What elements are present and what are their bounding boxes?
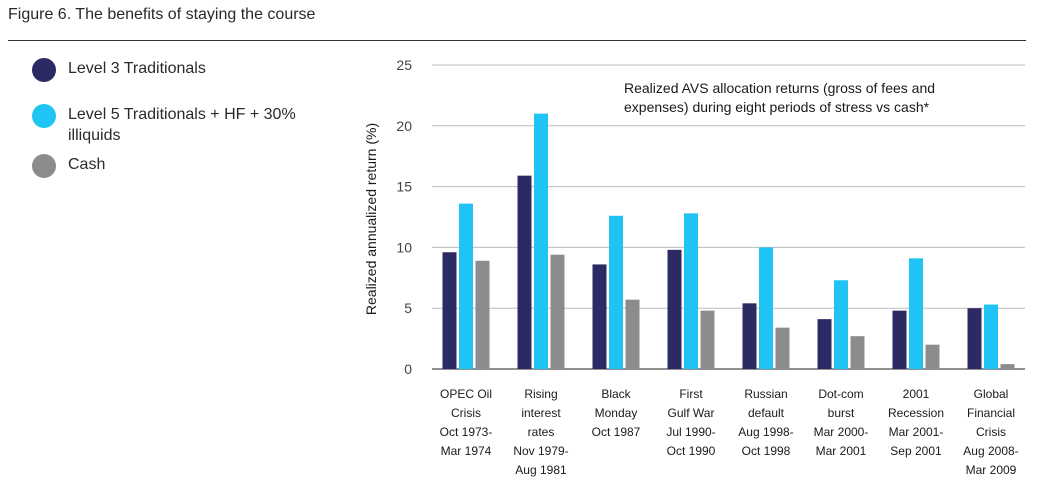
- y-tick-label: 20: [396, 118, 412, 134]
- bar: [475, 260, 490, 369]
- x-category-label: Aug 1981: [515, 463, 567, 477]
- bar: [700, 310, 715, 369]
- bar: [684, 213, 698, 369]
- x-category-label: First: [679, 387, 703, 401]
- x-category-label: Global: [974, 387, 1009, 401]
- bar: [925, 344, 940, 369]
- x-category-label: Financial: [967, 406, 1015, 420]
- bar: [442, 252, 457, 369]
- bar: [775, 327, 790, 369]
- bar: [625, 299, 640, 369]
- x-category-label: rates: [528, 425, 555, 439]
- bar: [892, 310, 907, 369]
- x-category-label: Aug 2008-: [963, 444, 1018, 458]
- x-category-label: default: [748, 406, 785, 420]
- y-axis-label: Realized annualized return (%): [363, 123, 379, 315]
- y-tick-label: 5: [404, 300, 412, 316]
- figure-title: Figure 6. The benefits of staying the co…: [8, 6, 316, 23]
- x-category-label: Nov 1979-: [513, 444, 568, 458]
- legend-label: Level 5 Traditionals + HF + 30% illiquids: [68, 106, 296, 144]
- legend-item: Level 3 Traditionals: [32, 58, 328, 82]
- x-category-label: OPEC Oil: [440, 387, 492, 401]
- legend-item: Level 5 Traditionals + HF + 30% illiquids: [32, 104, 328, 146]
- bar: [967, 308, 982, 369]
- bar: [984, 304, 998, 369]
- bar: [850, 336, 865, 369]
- legend-swatch: [32, 58, 56, 82]
- bar: [742, 303, 757, 369]
- x-category-label: Black: [601, 387, 631, 401]
- x-category-label: 2001: [903, 387, 930, 401]
- bar: [759, 247, 773, 369]
- bar: [517, 175, 532, 369]
- bar: [592, 264, 607, 369]
- x-category-label: Recession: [888, 406, 944, 420]
- x-category-label: Aug 1998-: [738, 425, 793, 439]
- legend-item: Cash: [32, 154, 328, 178]
- x-category-label: Sep 2001: [890, 444, 942, 458]
- y-tick-label: 25: [396, 57, 412, 73]
- chart-annotation-line: Realized AVS allocation returns (gross o…: [624, 80, 935, 96]
- x-category-label: Mar 2001: [816, 444, 867, 458]
- bar: [609, 215, 623, 369]
- bar: [817, 319, 832, 369]
- bar: [667, 249, 682, 369]
- bar: [909, 258, 923, 369]
- x-category-label: Mar 2001-: [889, 425, 944, 439]
- x-category-label: Russian: [744, 387, 787, 401]
- x-category-label: Rising: [524, 387, 557, 401]
- y-tick-label: 10: [396, 239, 412, 255]
- x-category-label: Oct 1973-: [440, 425, 493, 439]
- legend-label: Level 3 Traditionals: [68, 60, 206, 77]
- x-category-label: Jul 1990-: [666, 425, 715, 439]
- title-divider: [8, 40, 1026, 41]
- x-category-label: Mar 2000-: [814, 425, 869, 439]
- x-category-label: interest: [521, 406, 561, 420]
- x-category-label: Oct 1987: [592, 425, 641, 439]
- legend-swatch: [32, 104, 56, 128]
- x-category-label: Crisis: [451, 406, 481, 420]
- x-category-label: Gulf War: [668, 406, 715, 420]
- bar: [459, 203, 473, 369]
- x-category-label: Monday: [595, 406, 638, 420]
- y-tick-label: 0: [404, 361, 412, 377]
- x-category-label: Oct 1998: [742, 444, 791, 458]
- x-category-label: Oct 1990: [667, 444, 716, 458]
- bar: [1000, 364, 1015, 369]
- chart-annotation-line: expenses) during eight periods of stress…: [624, 99, 930, 115]
- bar: [550, 254, 565, 369]
- x-category-label: Crisis: [976, 425, 1006, 439]
- bar: [834, 280, 848, 369]
- x-category-label: Mar 2009: [966, 463, 1017, 477]
- bar: [534, 113, 548, 369]
- x-category-label: burst: [828, 406, 855, 420]
- legend-label: Cash: [68, 156, 106, 173]
- x-category-label: Mar 1974: [441, 444, 492, 458]
- y-tick-label: 15: [396, 179, 412, 195]
- x-category-label: Dot-com: [818, 387, 863, 401]
- legend-swatch: [32, 154, 56, 178]
